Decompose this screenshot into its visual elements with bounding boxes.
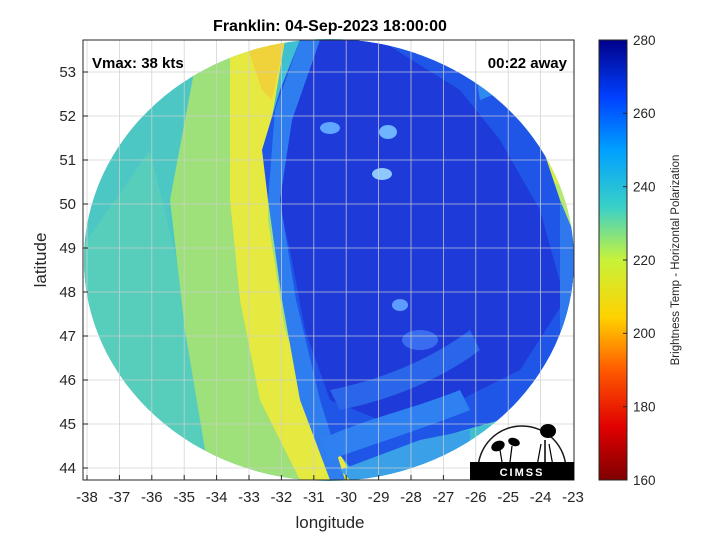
y-tick-label: 51 bbox=[59, 152, 76, 169]
colorbar-tick-label: 180 bbox=[633, 400, 656, 415]
x-tick-label: -35 bbox=[173, 489, 195, 506]
y-tick-label: 44 bbox=[59, 460, 76, 477]
y-axis-title: latitude bbox=[31, 233, 50, 288]
y-tick-label: 47 bbox=[59, 328, 76, 345]
y-tick-label: 46 bbox=[59, 372, 76, 389]
x-tick-label: -23 bbox=[562, 489, 584, 506]
time-away-label: 00:22 away bbox=[488, 55, 568, 72]
x-tick-label: -25 bbox=[497, 489, 519, 506]
plot-title: Franklin: 04-Sep-2023 18:00:00 bbox=[213, 18, 447, 35]
grid-lines bbox=[83, 40, 574, 480]
colorbar-tick-label: 220 bbox=[633, 253, 656, 268]
x-tick-label: -28 bbox=[400, 489, 422, 506]
y-tick-label: 50 bbox=[59, 196, 76, 213]
colorbar-title: Brightness Temp - Horizontal Polarizatio… bbox=[670, 155, 682, 366]
x-tick-label: -33 bbox=[238, 489, 260, 506]
x-tick-label: -24 bbox=[530, 489, 552, 506]
x-tick-label: -31 bbox=[303, 489, 325, 506]
colorbar-tick-label: 200 bbox=[633, 326, 656, 341]
y-tick-label: 49 bbox=[59, 240, 76, 257]
y-tick-label: 52 bbox=[59, 108, 76, 125]
colorbar-tick-label: 240 bbox=[633, 180, 656, 195]
vmax-label: Vmax: 38 kts bbox=[92, 55, 184, 72]
y-tick-label: 53 bbox=[59, 64, 76, 81]
x-tick-label: -26 bbox=[465, 489, 487, 506]
colorbar-tick-label: 260 bbox=[633, 106, 656, 121]
microwave-scan-image bbox=[84, 39, 574, 481]
x-tick-label: -38 bbox=[76, 489, 98, 506]
x-tick-label: -34 bbox=[206, 489, 228, 506]
colorbar-tick-label: 280 bbox=[633, 33, 656, 48]
y-tick-labels: 44 45 46 47 48 49 50 51 52 53 bbox=[59, 64, 76, 477]
x-tick-label: -37 bbox=[109, 489, 131, 506]
colorbar-gradient bbox=[598, 39, 628, 481]
colorbar-tick-label: 160 bbox=[633, 473, 656, 488]
y-tick-label: 48 bbox=[59, 284, 76, 301]
logo-text: CIMSS bbox=[500, 467, 545, 479]
x-tick-labels: -38 -37 -36 -35 -34 -33 -32 -31 -30 -29 … bbox=[76, 489, 584, 506]
cimss-logo: CIMSS bbox=[470, 424, 574, 480]
colorbar: 280 260 240 220 200 180 160 Brightness T… bbox=[598, 33, 682, 488]
x-tick-label: -30 bbox=[335, 489, 357, 506]
x-tick-label: -32 bbox=[271, 489, 293, 506]
x-tick-label: -29 bbox=[368, 489, 390, 506]
axes-frame bbox=[82, 39, 575, 481]
x-tick-label: -36 bbox=[141, 489, 163, 506]
x-axis-title: longitude bbox=[295, 513, 364, 532]
y-tick-label: 45 bbox=[59, 416, 76, 433]
x-tick-label: -27 bbox=[433, 489, 455, 506]
